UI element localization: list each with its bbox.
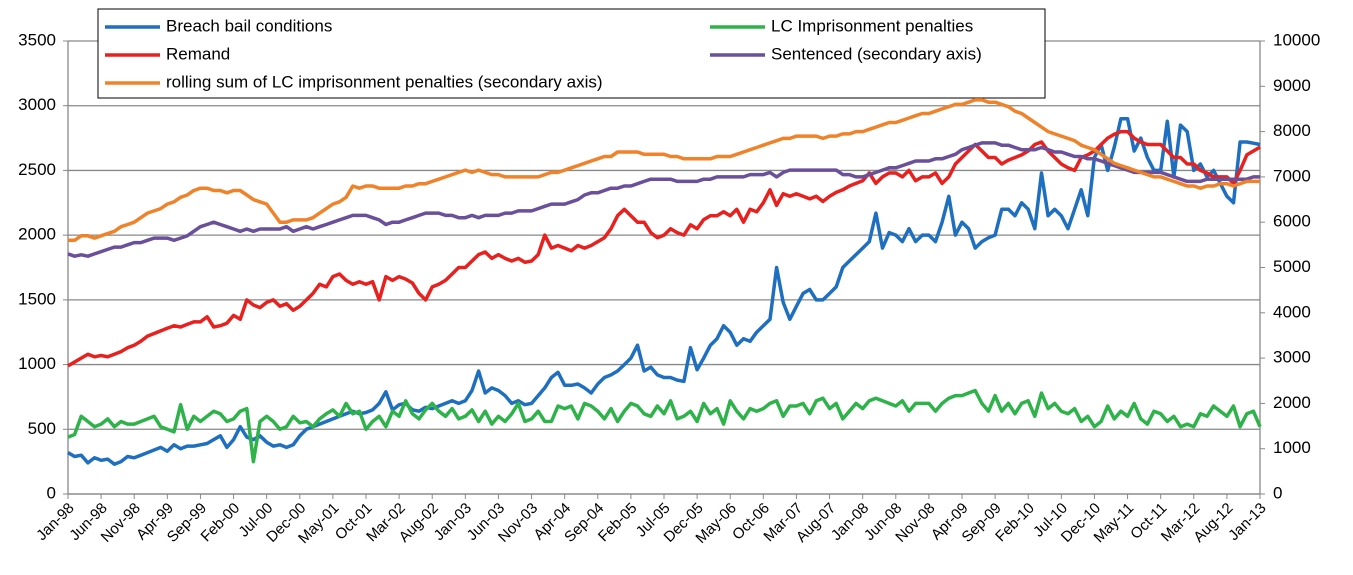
legend-label: Sentenced (secondary axis) (771, 44, 982, 63)
y-tick-label: 3500 (18, 30, 56, 49)
y2-tick-label: 2000 (1273, 393, 1311, 412)
y2-tick-label: 8000 (1273, 121, 1311, 140)
y-tick-label: 2000 (18, 225, 56, 244)
y-tick-label: 1500 (18, 289, 56, 308)
series-line (67, 388, 1262, 464)
y2-tick-label: 10000 (1273, 30, 1320, 49)
legend-box (97, 8, 1046, 99)
series-line (67, 141, 1260, 258)
legend-label: Breach bail conditions (166, 16, 332, 35)
y-tick-label: 500 (28, 419, 56, 438)
y-tick-label: 3000 (18, 95, 56, 114)
legend-label: Remand (166, 44, 230, 63)
series-line (67, 116, 1261, 466)
y2-tick-label: 3000 (1273, 348, 1311, 367)
legend-label: LC Imprisonment penalties (771, 16, 973, 35)
plot-back (68, 40, 1260, 495)
y2-tick-label: 4000 (1273, 302, 1311, 321)
legend-label: rolling sum of LC imprisonment penalties… (166, 72, 603, 91)
series-line (68, 98, 1260, 243)
y-tick-label: 2500 (18, 160, 56, 179)
y2-tick-label: 0 (1273, 483, 1282, 502)
y2-tick-label: 1000 (1273, 438, 1311, 457)
y2-tick-label: 7000 (1273, 166, 1311, 185)
y2-tick-label: 6000 (1273, 212, 1311, 231)
y-tick-label: 1000 (18, 354, 56, 373)
y-tick-label: 0 (47, 483, 56, 502)
series-line (67, 129, 1261, 368)
y2-tick-label: 5000 (1273, 257, 1311, 276)
y2-tick-label: 9000 (1273, 76, 1311, 95)
x-tick-label: Jan-13 (1225, 500, 1269, 544)
